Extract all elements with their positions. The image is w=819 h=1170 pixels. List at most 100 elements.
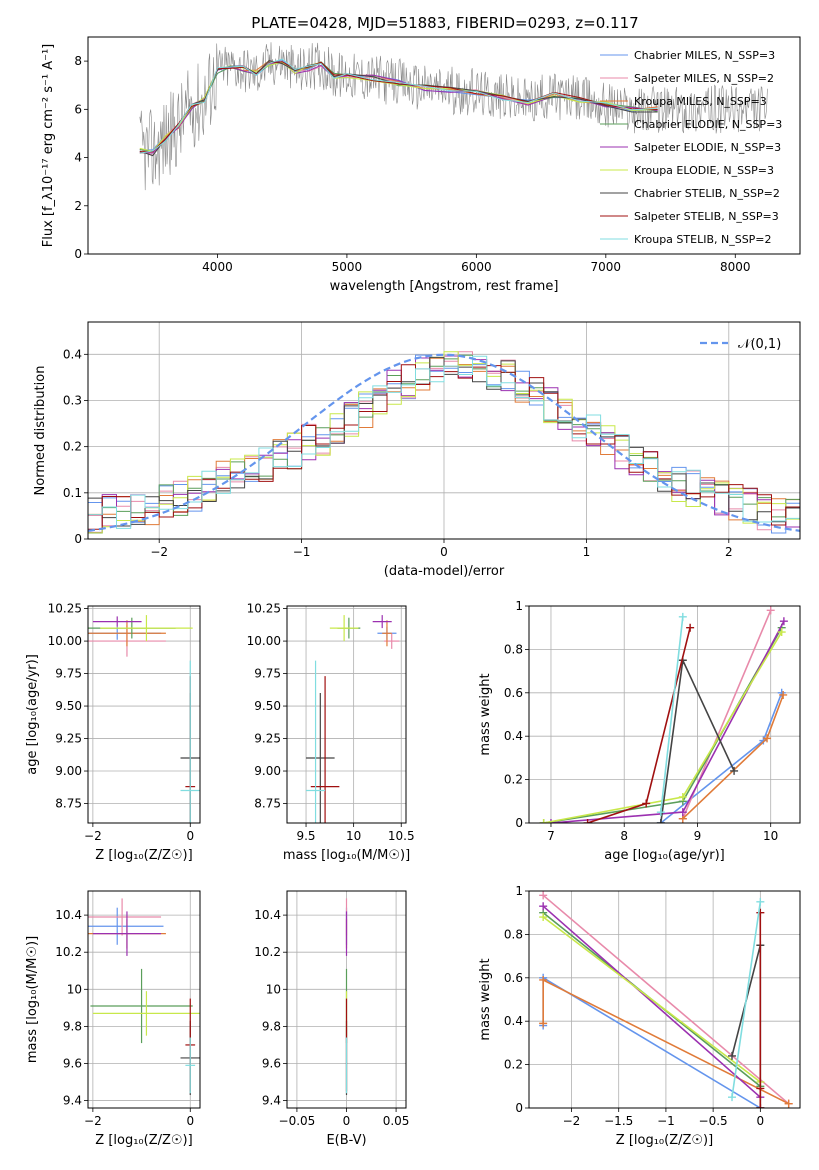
x-tick-label: 2 [725,545,733,559]
chart-spectrum: 4000 5000 6000 7000 8000 0 2 4 6 8 wavelength [Ang… [41,36,801,294]
y-tick-label: 10.2 [254,945,281,959]
x-tick-label: −2 [84,829,102,843]
weight-marker [539,1019,548,1028]
y-tick-label: 0.8 [504,642,523,656]
x-tick-label: 8000 [720,260,751,274]
weight-marker [678,612,687,621]
weight-line [542,894,790,1105]
plot-frame [286,890,407,1109]
chart-mass-vs-Z: −2 0 9.4 9.6 9.8 10 10.2 10.4 Z [log₁₀(Z/Z☉)] mas… [25,890,201,1148]
plot-area [88,351,800,534]
y-tick-label: 10.2 [55,945,82,959]
y-tick-label: 9.75 [254,667,281,681]
weight-marker [656,819,665,823]
weight-marker [546,819,555,823]
weight-marker [656,808,665,817]
y-tick-label: 0.4 [504,1014,523,1028]
weight-marker [539,913,548,922]
y-axis-label: mass weight [478,673,493,755]
plot-area [306,615,400,823]
weight-marker [763,734,772,743]
residual-histogram [88,355,800,529]
x-tick-label: 4000 [202,260,233,274]
x-axis-label: (data-model)/error [384,564,505,579]
x-tick-label: 0 [186,829,194,843]
weight-line [542,916,761,1083]
y-tick-label: 10.4 [55,908,82,922]
chart-residuals: −2 −1 0 1 2 0 0.1 0.2 0.3 0.4 (data-model)/error No… [33,321,801,579]
y-tick-label: 9.6 [63,1056,82,1070]
legend: 𝒩(0,1) [700,337,781,352]
y-tick-label: 10 [266,982,281,996]
x-tick-label: 7 [547,829,555,843]
weight-marker [779,690,788,699]
x-tick-label: 0 [186,1114,194,1128]
plot-area [88,898,200,1096]
y-tick-label: 10 [67,982,82,996]
x-tick-label: −1.5 [604,1114,633,1128]
weight-marker [539,891,548,900]
x-axis-label: Z [log₁₀(Z/Z☉)] [95,1133,192,1148]
x-tick-label: −2 [150,545,168,559]
chart-massweight-vs-age: 7 8 9 10 0 0.2 0.4 0.6 0.8 1 age [log₁₀(age/yr)] ma… [478,599,801,863]
y-tick-label: 9.50 [55,699,82,713]
y-tick-label: 8.75 [55,797,82,811]
y-tick-label: 1 [515,599,523,613]
chart-age-vs-mass: 9.5 10 10.5 8.75 9.00 9.25 9.50 9.75 10.00 10.25 m… [247,602,415,863]
plot-frame [528,890,801,1109]
weight-marker [756,908,765,917]
weight-marker [539,819,548,823]
x-axis-label: mass [log₁₀(M/M☉)] [283,848,410,863]
y-tick-label: 9.25 [254,732,281,746]
legend-label: Chabrier ELODIE, N_SSP=3 [634,118,782,131]
y-tick-label: 9.8 [262,1019,281,1033]
x-tick-label: 7000 [591,260,622,274]
y-tick-label: 0.1 [63,486,82,500]
y-tick-label: 0 [515,816,523,830]
x-tick-label: 5000 [332,260,363,274]
weight-marker [583,819,592,823]
y-tick-label: 9.6 [262,1056,281,1070]
legend-label: Salpeter STELIB, N_SSP=3 [634,210,779,223]
weight-marker [730,766,739,775]
y-tick-label: 8.75 [254,797,281,811]
x-axis-label: E(B-V) [326,1133,366,1148]
y-tick-label: 9.00 [254,764,281,778]
weight-marker [642,799,651,808]
y-axis-label: mass [log₁₀(M/M☉)] [25,936,40,1063]
figure-title: PLATE=0428, MJD=51883, FIBERID=0293, z=0… [251,14,638,32]
y-tick-label: 9.8 [63,1019,82,1033]
legend-label: Chabrier MILES, N_SSP=3 [634,49,775,62]
plot-area [88,615,200,823]
x-tick-label: 6000 [461,260,492,274]
x-tick-label: 0 [343,1114,351,1128]
y-tick-label: 9.50 [254,699,281,713]
y-tick-label: 0 [74,247,82,261]
y-tick-label: 10.25 [247,602,281,616]
y-tick-label: 0.8 [504,927,523,941]
x-tick-label: −0.05 [279,1114,316,1128]
chart-age-vs-Z: −2 0 8.75 9.00 9.25 9.50 9.75 10.00 10.25 Z [log₁… [25,602,201,863]
chart-massweight-vs-Z: −2 −1.5 −1 −0.5 0 0 0.2 0.4 0.6 0.8 1 Z [log₁₀(Z/Z☉… [478,884,801,1148]
plot-area [139,42,768,191]
plot-frame [528,605,801,824]
chart-mass-vs-EBV: −0.05 0 0.05 9.4 9.6 9.8 10 10.2 10.4 E(B-V) [254,890,409,1148]
x-axis-label: age [log₁₀(age/yr)] [604,848,725,863]
weight-marker [784,1099,793,1108]
plot-frame [87,36,801,255]
plot-frame [286,605,407,824]
y-tick-label: 0 [74,532,82,546]
x-tick-label: −2 [563,1114,581,1128]
weight-marker [728,1093,737,1102]
legend-label: Kroupa STELIB, N_SSP=2 [634,233,772,246]
weight-line [731,901,762,1098]
y-tick-label: 1 [515,884,523,898]
y-tick-label: 10.00 [48,634,82,648]
x-tick-label: 10.5 [388,829,415,843]
weight-marker [678,792,687,801]
x-tick-label: 0 [440,545,448,559]
x-tick-label: 9.5 [296,829,315,843]
y-tick-label: 0.4 [63,347,82,361]
y-tick-label: 10.25 [48,602,82,616]
